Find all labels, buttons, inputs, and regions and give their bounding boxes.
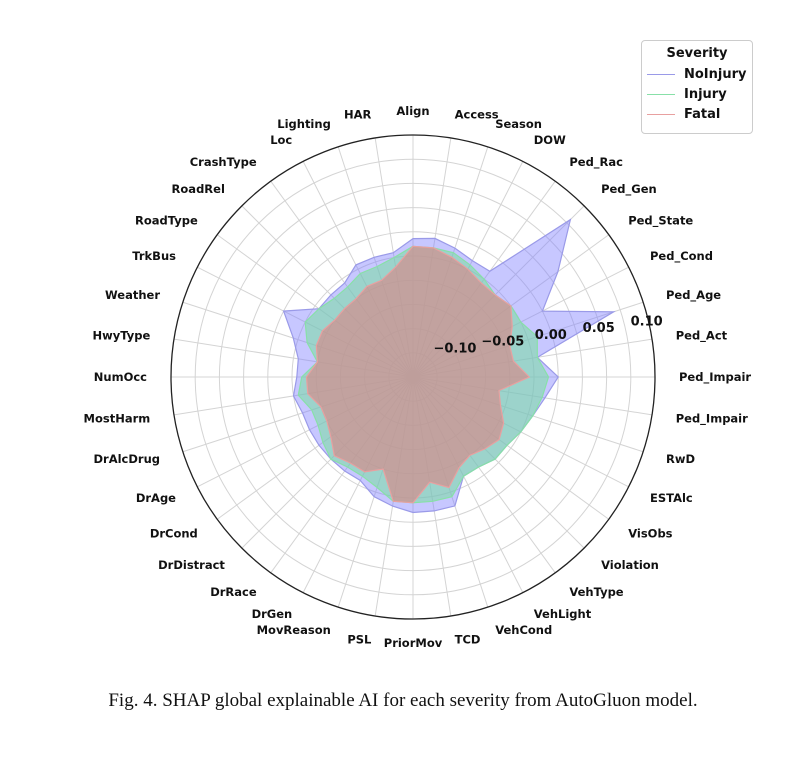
legend: Severity NoInjury Injury Fatal xyxy=(641,40,753,134)
axis-label-20: PriorMov xyxy=(384,636,443,650)
axis-label-0: Align xyxy=(396,104,429,118)
axis-label-12: RwD xyxy=(666,452,695,466)
r-tick-label-2: 0.00 xyxy=(535,328,567,343)
axis-label-1: Access xyxy=(455,107,499,121)
axis-label-23: DrGen xyxy=(252,607,293,621)
r-tick-label-3: 0.05 xyxy=(583,321,615,336)
axis-label-26: DrCond xyxy=(150,526,198,540)
r-tick-label-1: −0.05 xyxy=(481,335,524,350)
axis-label-4: Ped_Rac xyxy=(569,155,623,170)
axis-label-17: VehLight xyxy=(534,607,592,621)
axis-label-11: Ped_Impair xyxy=(676,412,748,427)
r-tick-label-0: −0.10 xyxy=(433,341,476,356)
axis-label-22: MovReason xyxy=(257,623,331,637)
axis-label-8: Ped_Age xyxy=(666,288,721,303)
axis-label-37: Loc xyxy=(270,133,292,147)
legend-swatch-fatal xyxy=(647,113,675,115)
axis-label-5: Ped_Gen xyxy=(601,182,657,197)
axis-label-35: RoadRel xyxy=(172,182,225,196)
axis-label-29: MostHarm xyxy=(84,412,151,426)
axis-label-39: HAR xyxy=(344,107,372,121)
axis-label-27: DrAge xyxy=(136,491,176,505)
axis-label-13: ESTAlc xyxy=(650,491,693,505)
axis-label-16: VehType xyxy=(569,585,623,599)
axis-label-31: HwyType xyxy=(93,328,151,342)
legend-entry-noinjury: NoInjury xyxy=(642,64,752,84)
axis-label-33: TrkBus xyxy=(132,249,176,263)
axis-label-19: TCD xyxy=(455,633,481,647)
legend-label-fatal: Fatal xyxy=(684,106,721,122)
axis-label-10: Ped_Impair xyxy=(679,370,751,385)
axis-label-18: VehCond xyxy=(495,623,552,637)
r-tick-label-4: 0.10 xyxy=(631,314,663,329)
axis-label-38: Lighting xyxy=(277,117,331,131)
axis-label-6: Ped_State xyxy=(628,214,693,229)
axis-label-30: NumOcc xyxy=(94,370,147,384)
outer-circle xyxy=(170,134,656,620)
axis-label-9: Ped_Act xyxy=(676,328,728,343)
axis-label-3: DOW xyxy=(534,133,566,147)
series-area-fatal xyxy=(305,245,531,504)
axis-label-25: DrDistract xyxy=(158,558,225,572)
axis-label-2: Season xyxy=(495,117,542,131)
axis-label-34: RoadType xyxy=(135,214,198,228)
legend-swatch-injury xyxy=(647,93,675,95)
legend-title: Severity xyxy=(666,46,728,61)
figure-caption: Fig. 4. SHAP global explainable AI for e… xyxy=(108,690,698,711)
axis-label-24: DrRace xyxy=(210,585,257,599)
axis-label-36: CrashType xyxy=(190,155,257,169)
axis-label-7: Ped_Cond xyxy=(650,249,713,264)
legend-entry-injury: Injury xyxy=(642,84,752,104)
legend-label-noinjury: NoInjury xyxy=(684,66,747,82)
axis-label-21: PSL xyxy=(347,633,372,647)
axis-label-14: VisObs xyxy=(628,526,672,540)
legend-swatch-noinjury xyxy=(647,73,675,75)
axis-label-15: Violation xyxy=(601,558,659,572)
axis-label-32: Weather xyxy=(105,288,160,302)
axis-label-28: DrAlcDrug xyxy=(94,452,161,466)
legend-entry-fatal: Fatal xyxy=(642,104,752,124)
legend-label-injury: Injury xyxy=(684,86,727,102)
